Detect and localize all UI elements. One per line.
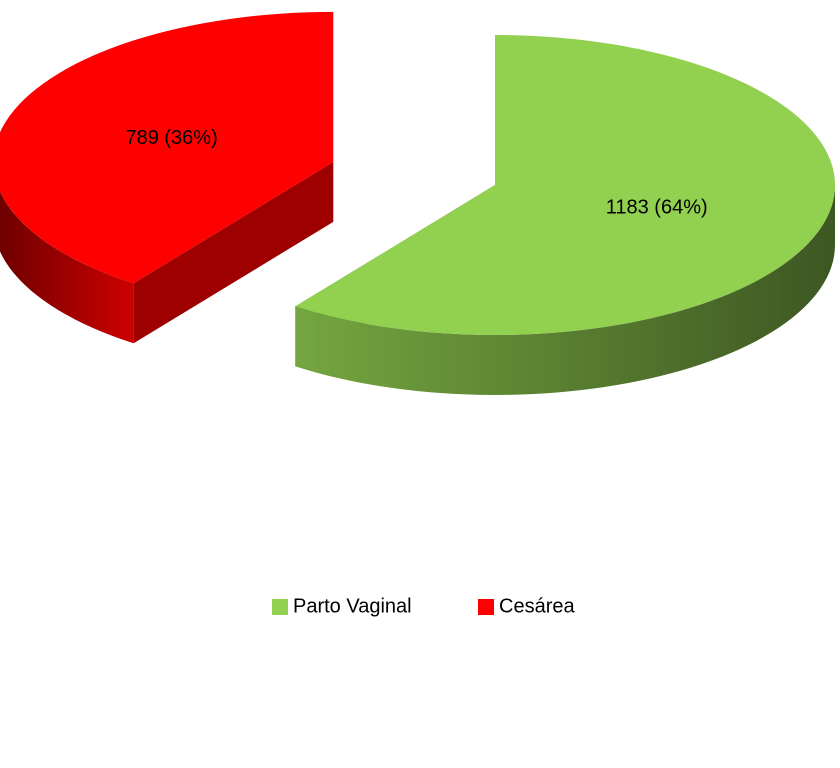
slice-outer-wall <box>0 191 134 344</box>
slice-side-wall <box>133 161 334 344</box>
pie-slice <box>295 35 835 335</box>
slice-outer-wall <box>295 185 835 395</box>
pie-slice <box>0 11 334 284</box>
legend-label: Parto Vaginal <box>293 595 412 617</box>
data-label: 1183 (64%) <box>606 196 708 218</box>
data-label: 789 (36%) <box>125 127 217 149</box>
legend-swatch <box>478 599 494 615</box>
legend-swatch <box>272 599 288 615</box>
legend-label: Cesárea <box>499 595 575 617</box>
